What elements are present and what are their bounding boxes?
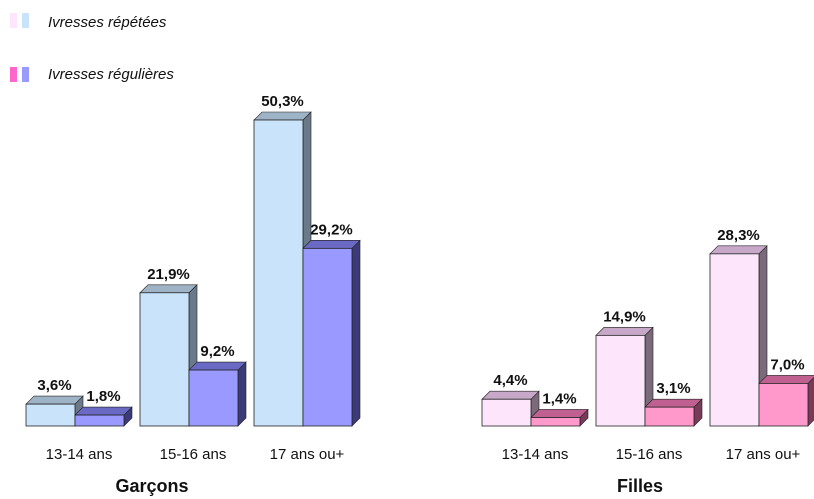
bar <box>758 375 814 427</box>
bar-front <box>302 247 353 427</box>
legend: Ivresses répétées Ivresses régulières <box>10 13 174 83</box>
bar-top <box>644 398 703 408</box>
value-label: 3,1% <box>656 380 690 397</box>
value-label: 3,6% <box>37 377 71 394</box>
value-label: 28,3% <box>717 227 760 244</box>
bar-top <box>758 375 814 384</box>
category-label: 17 ans ou+ <box>726 446 801 463</box>
value-label: 50,3% <box>261 93 304 110</box>
bar-top <box>302 240 361 249</box>
value-label: 9,2% <box>200 343 234 360</box>
group-title-filles: Filles <box>617 476 663 496</box>
bar-top <box>481 390 540 400</box>
bar <box>302 239 361 427</box>
bar-front <box>709 253 760 427</box>
bar <box>481 390 540 427</box>
legend-item-repetees: Ivresses répétées <box>10 13 167 31</box>
category-label: 13-14 ans <box>502 446 569 463</box>
legend-label-repetees: Ivresses répétées <box>48 14 167 31</box>
bars-layer: 3,6% 1,8% 13-14 ans 21,9% 9,2% 15-16 ans 50,3%… <box>25 93 814 463</box>
value-label: 29,2% <box>310 221 353 238</box>
bar-front <box>139 292 190 427</box>
bar-top <box>74 406 133 416</box>
bar <box>74 406 133 427</box>
bar-front <box>188 369 239 427</box>
group-title-garcons: Garçons <box>115 476 188 496</box>
bar <box>253 111 312 427</box>
bar-top <box>188 361 247 371</box>
bar-front <box>253 119 304 427</box>
bar-side <box>237 361 247 427</box>
category-label: 13-14 ans <box>46 446 113 463</box>
bar-top <box>709 245 768 255</box>
bar <box>595 326 654 427</box>
bar <box>188 361 247 427</box>
legend-swatch-blue <box>22 67 29 82</box>
bar-side <box>807 376 814 427</box>
category-label: 15-16 ans <box>616 446 683 463</box>
bar-top <box>595 327 654 336</box>
legend-swatch-pink <box>10 13 17 28</box>
legend-swatch-blue <box>22 13 29 28</box>
value-label: 4,4% <box>493 372 527 389</box>
value-label: 14,9% <box>603 308 646 325</box>
bar-front <box>25 403 76 427</box>
category-label: 15-16 ans <box>160 446 227 463</box>
value-label: 21,9% <box>147 266 190 283</box>
legend-swatch-pink <box>10 67 17 82</box>
value-label: 1,8% <box>86 388 120 405</box>
bar-front <box>758 383 809 427</box>
bar-front <box>74 414 125 427</box>
category-label: 17 ans ou+ <box>270 446 345 463</box>
bar-front <box>595 334 646 427</box>
bar <box>25 395 84 427</box>
bar-front <box>481 398 532 427</box>
bar-top <box>253 111 312 121</box>
bar-top <box>139 284 198 294</box>
legend-label-regulieres: Ivresses régulières <box>48 66 174 83</box>
value-label: 7,0% <box>770 356 804 373</box>
bar-front <box>644 406 695 427</box>
bar-top <box>25 395 84 405</box>
bar <box>139 284 198 427</box>
bar <box>709 245 768 427</box>
bar-front <box>530 417 581 427</box>
bar <box>530 408 589 427</box>
bar-side <box>351 239 361 427</box>
value-label: 1,4% <box>542 390 576 407</box>
bar <box>644 398 703 427</box>
bar-top <box>530 409 589 418</box>
legend-item-regulieres: Ivresses régulières <box>10 66 174 83</box>
